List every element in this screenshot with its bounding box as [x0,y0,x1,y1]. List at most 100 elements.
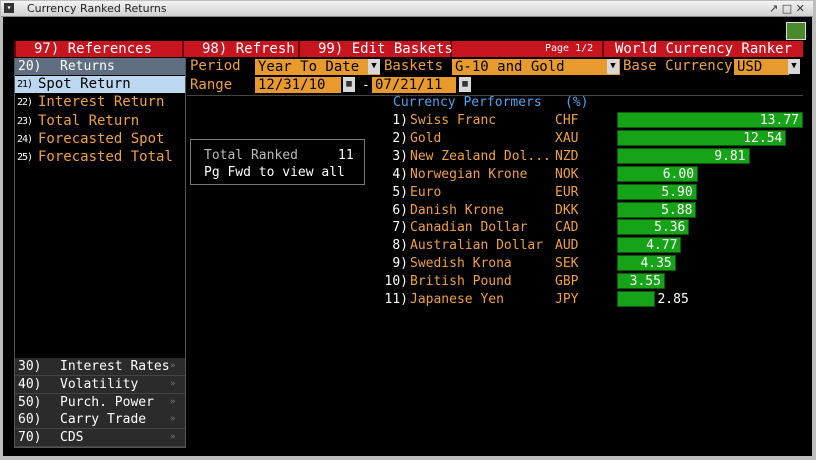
value-label: 4.77 [646,238,678,254]
bottom-menu-number[interactable]: 50) [18,394,42,410]
app-icon[interactable] [786,22,806,40]
dropdown[interactable]: ▼ [368,59,380,74]
rank: 1) [392,113,408,128]
expand-icon[interactable]: » [170,432,176,443]
currency-code: DKK [555,202,579,218]
bar [617,291,656,307]
value-label: 12.54 [743,130,783,146]
currency-field[interactable]: USD [734,59,789,75]
toolbar-button[interactable]: 97) References [16,41,182,57]
menu-item-number[interactable]: 23) [17,115,33,127]
expand-icon[interactable]: » [170,396,176,407]
toolbar-button[interactable]: 99) Edit Baskets [300,41,453,57]
app-title: World Currency Ranker [604,41,803,57]
bottom-menu-label[interactable]: CDS [60,430,84,446]
calendar-icon[interactable]: ▦ [343,77,355,92]
control-label: Period [190,58,241,74]
window-controls[interactable]: ↗ □ ✕ [769,2,805,15]
chart-unit: (%) [565,95,589,110]
period-field[interactable]: Year To Date [255,59,380,75]
menu-item-number[interactable]: 24) [17,133,33,145]
currency-name: Euro [410,184,442,200]
dropdown[interactable]: ▼ [607,59,619,74]
bottom-menu-number[interactable]: 60) [18,412,42,428]
bottom-menu-label[interactable]: Carry Trade [60,412,147,428]
menu-item-label[interactable]: Total Return [38,112,140,129]
currency-name: Gold [410,130,442,146]
value-label: 5.36 [654,220,686,236]
bottom-menu-label[interactable]: Volatility [60,376,139,392]
bottom-menu-number[interactable]: 70) [18,430,42,446]
value-label: 5.88 [661,202,693,218]
bottom-menu-row[interactable] [15,411,185,430]
title-bar: ▾ Currency Ranked Returns ↗ □ ✕ [1,1,813,17]
end-date-field[interactable]: 07/21/11 [372,77,456,93]
currency-code: NOK [555,166,579,182]
bottom-menu-label[interactable]: Interest Rates [60,359,170,374]
menu-item-label[interactable]: Forecasted Spot [38,130,165,147]
window-menu-icon[interactable]: ▾ [4,3,14,13]
menu-item-number[interactable]: 22) [17,97,33,109]
bottom-menu-label[interactable]: Purch. Power [60,394,154,410]
page-indicator: Page 1/2 [452,41,602,57]
currency-code: JPY [555,292,579,307]
menu-item-number[interactable]: 21) [17,79,33,90]
info-value: 11 [338,148,354,163]
currency-name: British Pound [410,274,512,290]
currency-name: Japanese Yen [410,292,504,307]
value-label: 5.90 [661,184,693,200]
menu-header-number[interactable]: 20) [15,58,185,75]
bar [617,112,803,128]
menu-item-label[interactable]: Forecasted Total [38,149,173,166]
control-label: Range [190,77,233,93]
expand-icon[interactable]: » [170,414,176,425]
rank: 6) [392,202,408,218]
rank: 8) [392,238,408,254]
menu-item-label[interactable]: Spot Return [38,76,131,92]
menu-item-highlight[interactable] [15,76,185,93]
expand-icon[interactable]: » [170,361,176,371]
bottom-menu-row[interactable] [15,375,185,394]
bottom-menu-row[interactable] [15,358,185,376]
bottom-menu-number[interactable]: 40) [18,376,42,392]
rank: 10) [384,274,408,290]
bar [617,147,750,164]
currency-code: SEK [555,256,579,272]
bar [617,201,697,218]
calendar-icon[interactable]: ▦ [459,77,471,92]
currency-code: EUR [555,184,579,200]
rank: 11) [384,292,408,307]
separator [187,95,803,96]
currency-name: Swiss Franc [410,113,497,128]
info-box: Total Ranked 11 Pg Fwd to view all [190,139,365,185]
currency-code: GBP [555,274,579,290]
info-note: Pg Fwd to view all [204,165,345,180]
rank: 4) [392,166,408,182]
value-label: 13.77 [759,113,799,128]
info-label: Total Ranked [204,148,298,163]
baskets-field[interactable]: G-10 and Gold [452,59,620,75]
bottom-menu-number[interactable]: 30) [18,359,42,374]
currency-code: CHF [555,113,579,128]
bottom-menu-row[interactable] [15,429,185,448]
menu-item-number[interactable]: 25) [17,152,33,164]
bar [617,273,665,290]
bar [617,237,682,254]
bottom-menu-row[interactable] [15,393,185,412]
range-separator: - [362,78,370,93]
dropdown[interactable]: ▼ [788,59,800,74]
value-label: 4.35 [640,256,672,272]
control-label: Baskets [384,58,444,74]
menu-item-label[interactable]: Interest Return [38,94,165,111]
rank: 2) [392,130,408,146]
start-date-field[interactable]: 12/31/10 [255,77,341,93]
currency-code: AUD [555,238,579,254]
rank: 5) [392,184,408,200]
currency-name: Norwegian Krone [410,166,528,182]
value-label: 6.00 [662,166,695,182]
bar [617,129,787,146]
currency-name: New Zealand Dol... [410,148,551,164]
toolbar-button[interactable]: 98) Refresh [184,41,298,57]
expand-icon[interactable]: » [170,378,176,389]
